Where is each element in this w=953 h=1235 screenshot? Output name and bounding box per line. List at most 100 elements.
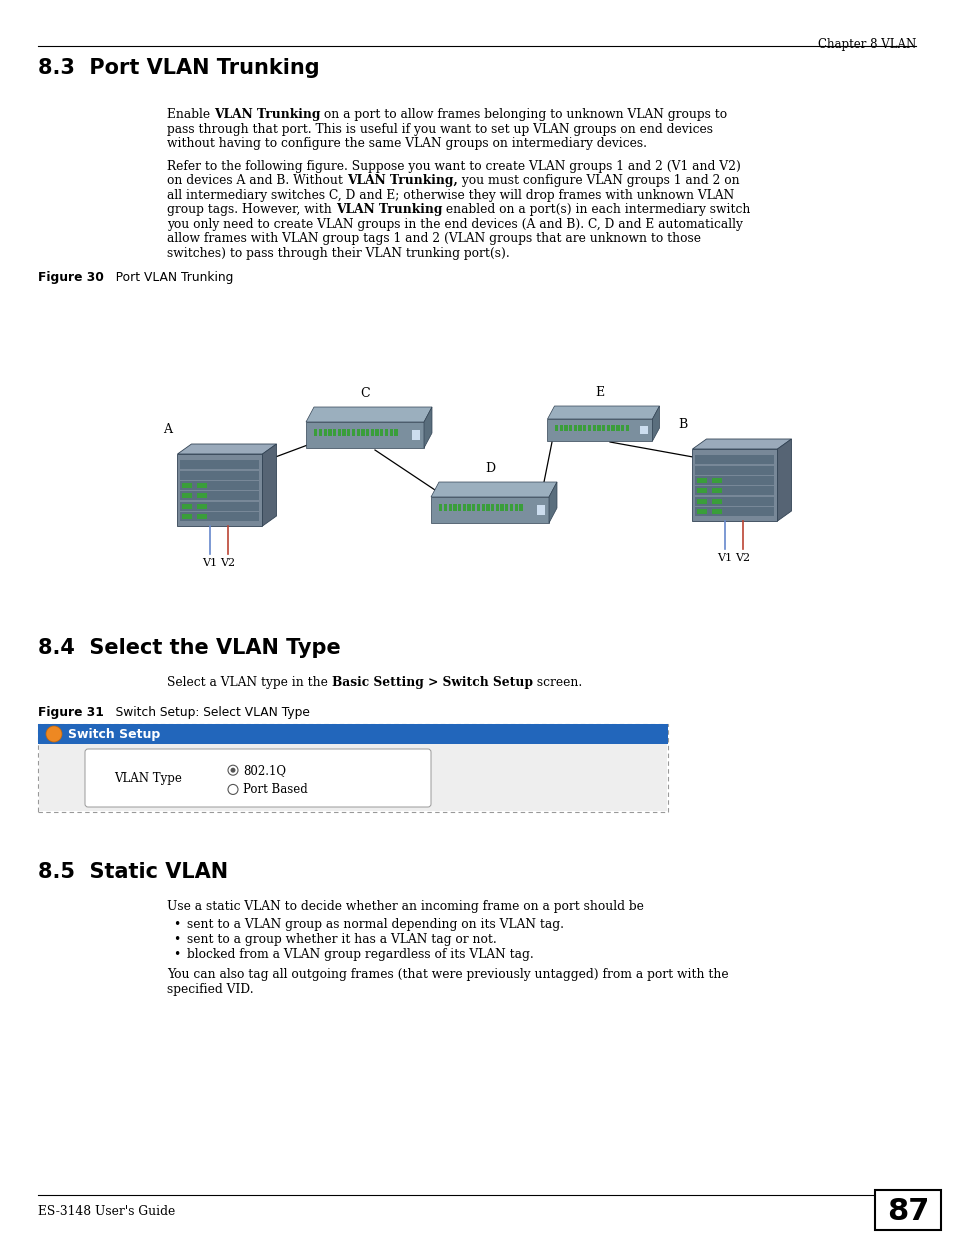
Text: V2: V2 (220, 558, 235, 568)
Text: ES-3148 User's Guide: ES-3148 User's Guide (38, 1205, 175, 1218)
Text: Chapter 8 VLAN: Chapter 8 VLAN (817, 38, 915, 51)
Circle shape (231, 768, 235, 773)
Bar (182, 493, 193, 499)
Text: screen.: screen. (532, 676, 581, 689)
Bar (177, 454, 262, 526)
Bar (361, 429, 364, 436)
Bar (182, 504, 193, 509)
Text: 802.1Q: 802.1Q (243, 763, 286, 777)
Polygon shape (431, 482, 557, 496)
Bar (481, 504, 484, 511)
Bar (563, 425, 567, 431)
Text: D: D (484, 462, 495, 475)
Bar (333, 429, 335, 436)
Text: Select a VLAN type in the: Select a VLAN type in the (167, 676, 332, 689)
Text: VLAN Type: VLAN Type (114, 772, 182, 784)
Polygon shape (652, 406, 659, 441)
Text: Figure 31: Figure 31 (38, 706, 104, 719)
Bar (606, 425, 609, 431)
Text: allow frames with VLAN group tags 1 and 2 (VLAN groups that are unknown to those: allow frames with VLAN group tags 1 and … (167, 232, 700, 245)
Bar (38, 724, 667, 811)
Polygon shape (777, 438, 791, 521)
Bar (505, 504, 508, 511)
Bar (180, 471, 259, 479)
Bar (462, 504, 465, 511)
Bar (616, 425, 618, 431)
Text: 8.4  Select the VLAN Type: 8.4 Select the VLAN Type (38, 638, 340, 658)
Bar (692, 450, 777, 521)
Bar (384, 429, 388, 436)
Polygon shape (548, 482, 557, 522)
Text: all intermediary switches C, D and E; otherwise they will drop frames with unkno: all intermediary switches C, D and E; ot… (167, 189, 734, 201)
Bar (438, 504, 442, 511)
Bar (366, 429, 369, 436)
Bar (486, 504, 489, 511)
Bar (448, 504, 452, 511)
Text: V2: V2 (735, 553, 750, 563)
Bar (328, 429, 332, 436)
Bar (695, 475, 774, 485)
Bar (697, 488, 707, 493)
Bar (509, 504, 513, 511)
Bar (356, 429, 359, 436)
Text: •: • (172, 948, 180, 961)
Bar (578, 425, 581, 431)
Bar (347, 429, 350, 436)
Text: •: • (172, 918, 180, 931)
Text: Enable: Enable (167, 107, 213, 121)
Bar (306, 422, 423, 448)
Bar (197, 504, 208, 509)
Bar (697, 499, 707, 504)
Text: You can also tag all outgoing frames (that were previously untagged) from a port: You can also tag all outgoing frames (th… (167, 968, 728, 981)
Bar (518, 504, 522, 511)
Bar (318, 429, 322, 436)
Bar (352, 429, 355, 436)
Text: you only need to create VLAN groups in the end devices (A and B). C, D and E aut: you only need to create VLAN groups in t… (167, 217, 742, 231)
Bar (182, 483, 193, 488)
Text: 8.3  Port VLAN Trunking: 8.3 Port VLAN Trunking (38, 58, 319, 78)
Text: B: B (678, 417, 687, 431)
Text: blocked from a VLAN group regardless of its VLAN tag.: blocked from a VLAN group regardless of … (187, 948, 533, 961)
Bar (587, 425, 591, 431)
Polygon shape (547, 406, 659, 419)
Text: 8.5  Static VLAN: 8.5 Static VLAN (38, 862, 228, 882)
Text: specified VID.: specified VID. (167, 983, 253, 995)
Bar (712, 509, 721, 514)
Bar (695, 466, 774, 474)
Bar (712, 499, 721, 504)
Bar (500, 504, 503, 511)
Bar (180, 461, 259, 469)
Bar (573, 425, 577, 431)
Bar (412, 430, 419, 440)
Text: 87: 87 (886, 1198, 928, 1226)
Circle shape (228, 766, 237, 776)
Text: E: E (595, 387, 604, 399)
Bar (39, 743, 666, 811)
Bar (625, 425, 628, 431)
Bar (371, 429, 374, 436)
Text: Refer to the following figure. Suppose you want to create VLAN groups 1 and 2 (V: Refer to the following figure. Suppose y… (167, 159, 740, 173)
Bar (695, 487, 774, 495)
Bar (597, 425, 600, 431)
Text: VLAN Trunking: VLAN Trunking (213, 107, 320, 121)
Bar (394, 429, 397, 436)
Bar (537, 505, 544, 515)
Bar (620, 425, 623, 431)
Text: •: • (172, 932, 180, 946)
Bar (874, 1191, 940, 1230)
Text: on devices A and B. Without: on devices A and B. Without (167, 174, 346, 186)
Bar (180, 492, 259, 500)
Bar (379, 429, 383, 436)
Bar (514, 504, 517, 511)
Text: V1: V1 (717, 553, 732, 563)
Text: A: A (163, 424, 172, 436)
Circle shape (228, 784, 237, 794)
Text: Figure 30: Figure 30 (38, 270, 104, 284)
Bar (197, 483, 208, 488)
Bar (38, 724, 667, 743)
Bar (180, 501, 259, 510)
Text: VLAN Trunking,: VLAN Trunking, (346, 174, 457, 186)
Polygon shape (692, 438, 791, 450)
Bar (592, 425, 596, 431)
Bar (697, 478, 707, 483)
